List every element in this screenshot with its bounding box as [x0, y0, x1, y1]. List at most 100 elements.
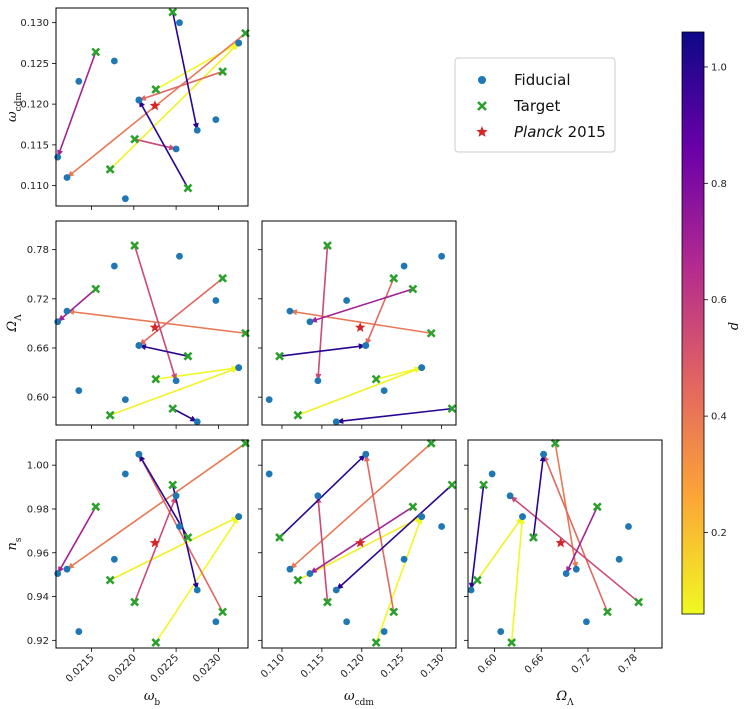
target-point [183, 183, 193, 193]
fiducial-point [193, 418, 201, 426]
fiducial-point [193, 586, 201, 594]
shift-arrow [335, 484, 453, 591]
shift-arrow [336, 407, 453, 423]
panel-frame [261, 220, 457, 426]
shift-arrow [134, 138, 177, 150]
target-point [105, 575, 115, 585]
planck-point [149, 537, 161, 548]
x-tick-label: 0.125 [379, 652, 407, 680]
x-tick-label: 0.72 [570, 652, 594, 676]
fiducial-point [362, 342, 370, 349]
target-point [447, 480, 457, 490]
fiducial-point [172, 145, 180, 153]
arrow-head [358, 343, 366, 350]
fiducial-point [343, 297, 351, 304]
shift-arrow [109, 366, 239, 416]
target-point [275, 533, 284, 542]
target-point [218, 273, 228, 283]
colorbar-tick-label: 0.4 [711, 412, 727, 423]
x-tick-label: 0.120 [339, 652, 367, 680]
fiducial-point [625, 523, 632, 530]
fiducial-point [314, 492, 322, 500]
fiducial-point [75, 387, 83, 394]
fiducial-point [235, 364, 243, 372]
colorbar-tick-label: 1.0 [711, 62, 727, 73]
shift-arrow [375, 366, 422, 380]
fiducial-point [438, 252, 446, 260]
y-tick-label: 0.120 [20, 100, 49, 111]
xlabel-omega-cdm: ωcdm [344, 689, 374, 708]
planck-point [355, 537, 366, 548]
fiducial-point [121, 396, 129, 404]
colorbar: 0.2 0.4 0.6 0.8 1.0 d [681, 31, 742, 615]
target-point [130, 134, 140, 144]
x-tick-label: 0.0215 [64, 652, 97, 685]
y-tick-label: 0.92 [27, 636, 49, 647]
target-point [389, 607, 399, 617]
legend-planck-marker [476, 126, 488, 137]
fiducial-point [176, 523, 183, 530]
fiducial-point [506, 492, 514, 500]
fiducial-point [54, 153, 62, 161]
target-point [105, 410, 115, 420]
y-tick-label: 0.130 [20, 18, 49, 29]
shift-arrow [289, 442, 432, 570]
y-tick-label: 0.72 [27, 294, 49, 305]
colorbar-tick-label: 0.6 [711, 295, 727, 306]
planck-point [149, 100, 161, 111]
fiducial-point [63, 174, 71, 181]
target-point [168, 404, 178, 414]
fiducial-point [362, 450, 370, 458]
target-point [183, 533, 193, 542]
fiducial-point [306, 570, 314, 577]
colorbar-label: d [727, 322, 742, 330]
shift-arrow [155, 516, 240, 643]
shift-arrow [532, 454, 545, 538]
fiducial-point [306, 318, 314, 326]
panel-omegab-ns: 0.0215 0.0220 0.0225 0.0230 0.92 0.94 0.96 0.98… [27, 438, 250, 685]
panel-omegacdm-ns: 0.110 0.115 0.120 0.125 0.130 [258, 438, 457, 680]
x-tick-label: 0.110 [259, 652, 287, 680]
fiducial-point [75, 77, 83, 85]
shift-arrow [171, 484, 199, 591]
fiducial-point [63, 307, 71, 315]
fiducial-point [562, 570, 570, 577]
target-point [91, 47, 101, 57]
x-tick-label: 0.60 [476, 652, 500, 676]
fiducial-point [235, 39, 243, 47]
fiducial-point [212, 618, 220, 626]
x-tick-label: 0.78 [616, 652, 640, 676]
target-point [323, 597, 332, 607]
fiducial-point [121, 195, 129, 203]
target-point [529, 533, 538, 542]
fiducial-point [418, 364, 426, 372]
shift-arrow [279, 344, 366, 357]
arrow-head [518, 516, 525, 524]
target-point [323, 241, 332, 250]
legend-target-label: Target [513, 97, 561, 115]
fiducial-point [380, 387, 388, 394]
shift-arrow [554, 443, 578, 570]
panel-frame [55, 220, 249, 426]
shift-arrow [317, 495, 329, 603]
colorbar-ticks: 0.2 0.4 0.6 0.8 1.0 [704, 62, 727, 539]
fiducial-point [583, 618, 590, 626]
fiducial-point [135, 342, 143, 349]
fiducial-point [286, 565, 294, 573]
y-tick-label: 0.125 [20, 59, 49, 70]
panel-frame [55, 439, 249, 649]
shift-arrow [309, 506, 414, 575]
fiducial-point [135, 450, 143, 458]
shift-arrow [317, 245, 329, 381]
target-point [91, 284, 101, 294]
fiducial-point [235, 513, 243, 521]
target-point [634, 597, 644, 607]
fiducial-point [172, 492, 180, 500]
shift-arrow [364, 454, 395, 613]
shift-arrow [171, 11, 199, 131]
fiducial-point [400, 262, 408, 270]
fiducial-point [332, 418, 340, 426]
shift-arrow [470, 484, 485, 591]
target-point [151, 85, 161, 94]
